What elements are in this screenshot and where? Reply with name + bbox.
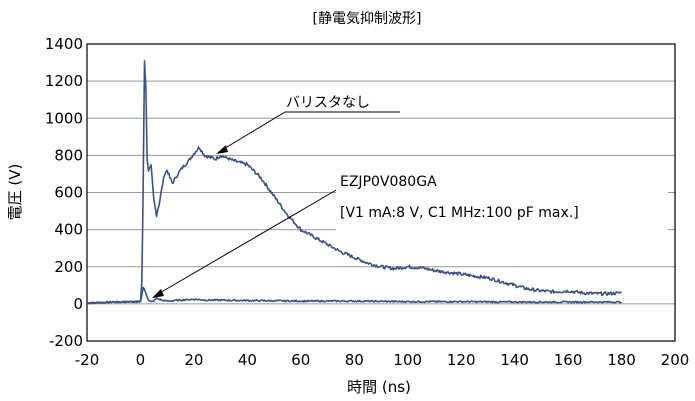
annotation-no-varistor: バリスタなし bbox=[216, 95, 400, 154]
series-layer bbox=[86, 60, 623, 305]
y-axis-title: 電圧 (V) bbox=[6, 164, 24, 221]
x-tick-labels: -20 0 20 40 60 80 100 120 140 160 180 200 bbox=[75, 351, 690, 369]
annotation-ezjp-label: EZJP0V080GA bbox=[340, 174, 437, 190]
x-tick-label: 60 bbox=[291, 351, 310, 369]
x-tick-label: 20 bbox=[184, 351, 203, 369]
series-line-ezjp0v080ga bbox=[86, 286, 623, 305]
y-tick-label: 0 bbox=[73, 295, 83, 313]
y-tick-label: 800 bbox=[54, 146, 83, 164]
y-tick-labels: 1400 1200 1000 800 600 400 200 0 -200 bbox=[45, 35, 83, 350]
y-tick-label: 200 bbox=[54, 258, 83, 276]
annotation-no-varistor-leader bbox=[221, 111, 286, 151]
x-tick-label: 100 bbox=[393, 351, 422, 369]
x-tick-label: 180 bbox=[607, 351, 636, 369]
x-tick-label: 80 bbox=[345, 351, 364, 369]
y-tick-label: 1200 bbox=[45, 72, 83, 90]
x-axis-title: 時間 (ns) bbox=[347, 378, 411, 396]
y-tick-label: 600 bbox=[54, 184, 83, 202]
x-tick-label: 0 bbox=[136, 351, 146, 369]
y-tick-label: 1400 bbox=[45, 35, 83, 53]
annotation-ezjp-arrow bbox=[152, 289, 164, 298]
series-line-no-varistor bbox=[86, 60, 622, 305]
x-tick-label: 40 bbox=[238, 351, 257, 369]
x-tick-label: 160 bbox=[554, 351, 583, 369]
x-tick-label: 120 bbox=[447, 351, 476, 369]
chart-title: [静電気抑制波形] bbox=[313, 11, 422, 27]
plot-frame bbox=[86, 43, 676, 342]
annotation-ezjp: EZJP0V080GA [V1 mA:8 V, C1 MHz:100 pF ma… bbox=[152, 171, 668, 298]
annotation-ezjp-leader bbox=[157, 188, 339, 295]
y-tick-label: -200 bbox=[49, 332, 83, 350]
annotation-no-varistor-label: バリスタなし bbox=[286, 95, 370, 111]
x-tick-label: -20 bbox=[75, 351, 100, 369]
y-tick-label: 1000 bbox=[45, 109, 83, 127]
annotation-no-varistor-arrow bbox=[216, 145, 228, 154]
x-tick-label: 140 bbox=[500, 351, 529, 369]
annotation-ezjp-background bbox=[336, 171, 668, 231]
y-tick-label: 400 bbox=[54, 221, 83, 239]
x-tick-label: 200 bbox=[661, 351, 690, 369]
annotation-ezjp-spec: [V1 mA:8 V, C1 MHz:100 pF max.] bbox=[340, 205, 579, 221]
